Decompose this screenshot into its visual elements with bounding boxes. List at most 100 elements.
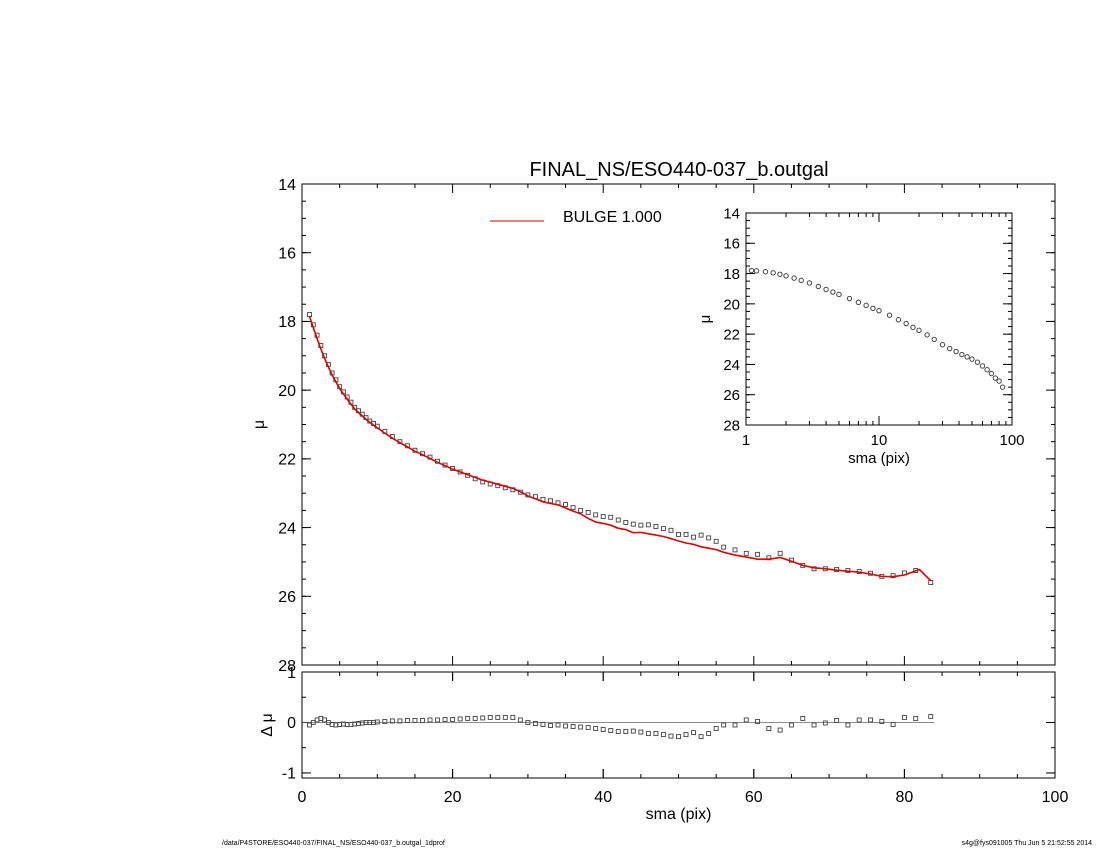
x-axis-label: sma (pix) (646, 806, 712, 823)
data-point (585, 725, 591, 730)
inset-data-point (988, 370, 995, 377)
y-tick-label: 26 (278, 589, 296, 606)
data-point (660, 526, 666, 532)
data-point (638, 729, 644, 735)
data-point (608, 728, 614, 734)
data-point (502, 714, 508, 720)
data-point (570, 505, 576, 511)
data-point (691, 534, 697, 540)
data-point (563, 723, 568, 729)
inset-log-panel: 1 10 100 14 16 18 20 22 24 26 28 sma (pix) μ (697, 205, 1025, 467)
data-point (755, 551, 761, 557)
data-point (374, 719, 380, 725)
data-point (691, 730, 697, 736)
inset-data-point (777, 271, 783, 278)
data-point (457, 716, 463, 722)
x-tick-label: 20 (444, 789, 462, 806)
inset-data-point (815, 283, 822, 290)
data-point (307, 722, 312, 728)
x-tick-label: 80 (896, 789, 914, 806)
data-point (412, 718, 418, 723)
x-tick-label: 100 (999, 432, 1024, 449)
data-point (548, 498, 553, 504)
inset-data-point (999, 384, 1006, 390)
y-tick-label: 14 (723, 205, 740, 222)
data-point (480, 715, 486, 721)
data-point (615, 729, 621, 735)
data-point (593, 726, 599, 731)
data-point (630, 728, 636, 734)
inset-data-point (964, 354, 970, 360)
inset-data-point (830, 289, 836, 295)
y-tick-label: 28 (278, 658, 296, 675)
data-point (465, 715, 471, 721)
data-point (630, 521, 636, 527)
y-tick-label: 20 (278, 383, 296, 400)
y-tick-label: 18 (278, 314, 296, 331)
y-tick-label: 20 (723, 296, 740, 313)
data-point (510, 714, 516, 720)
data-point (382, 719, 388, 724)
y-tick-label: 28 (723, 417, 740, 434)
inset-data-point (836, 291, 842, 298)
data-point (487, 714, 493, 720)
x-tick-label: 100 (1042, 789, 1069, 806)
inset-background (744, 212, 1012, 426)
inset-data-point (753, 268, 760, 274)
data-point (845, 722, 851, 728)
data-point (623, 729, 629, 735)
data-point (743, 550, 749, 556)
data-point (868, 717, 873, 723)
footer-timestamp: s4g@fys091005 Thu Jun 5 21:52:55 2014 (961, 840, 1092, 847)
data-point (683, 531, 689, 537)
data-point (404, 718, 410, 723)
data-point (578, 507, 584, 513)
data-point (668, 527, 674, 533)
data-point (600, 514, 606, 520)
x-axis-label: sma (pix) (848, 450, 910, 467)
data-point (615, 517, 621, 523)
x-tick-label: 10 (871, 432, 888, 449)
inset-data-point (939, 342, 946, 348)
x-tick-label: 1 (742, 432, 750, 449)
data-point (532, 721, 538, 726)
data-point (600, 727, 606, 732)
inset-data-point (953, 348, 959, 355)
data-point (570, 724, 576, 729)
data-point (713, 726, 719, 731)
inset-data-point (974, 359, 981, 365)
inset-data-point (910, 324, 916, 331)
data-point (706, 731, 712, 737)
data-point (638, 522, 644, 528)
data-point (563, 502, 568, 508)
data-point (811, 566, 817, 572)
residual-frame (301, 671, 1056, 779)
data-point (427, 717, 433, 723)
data-point (307, 312, 312, 318)
inset-data-point (946, 345, 953, 352)
data-point (420, 718, 425, 723)
inset-data-point (855, 299, 862, 306)
inset-data-point (903, 320, 909, 327)
y-axis-label: Δ μ (259, 713, 276, 736)
y-tick-label: 24 (278, 520, 296, 537)
data-point (706, 535, 712, 541)
data-point (668, 733, 674, 739)
inset-data-point (798, 277, 804, 284)
data-point (608, 514, 614, 520)
data-point (660, 732, 666, 738)
data-point (698, 734, 704, 740)
y-tick-label: 16 (723, 236, 740, 253)
inset-data-point (863, 302, 869, 309)
data-point (472, 715, 478, 721)
inset-data-point (791, 275, 797, 281)
data-point (548, 723, 553, 728)
data-point (811, 722, 817, 728)
data-point (743, 717, 749, 723)
x-tick-label: 0 (298, 789, 307, 806)
data-point (676, 734, 681, 740)
y-tick-label: 24 (723, 357, 740, 374)
inset-data-point (748, 267, 755, 274)
